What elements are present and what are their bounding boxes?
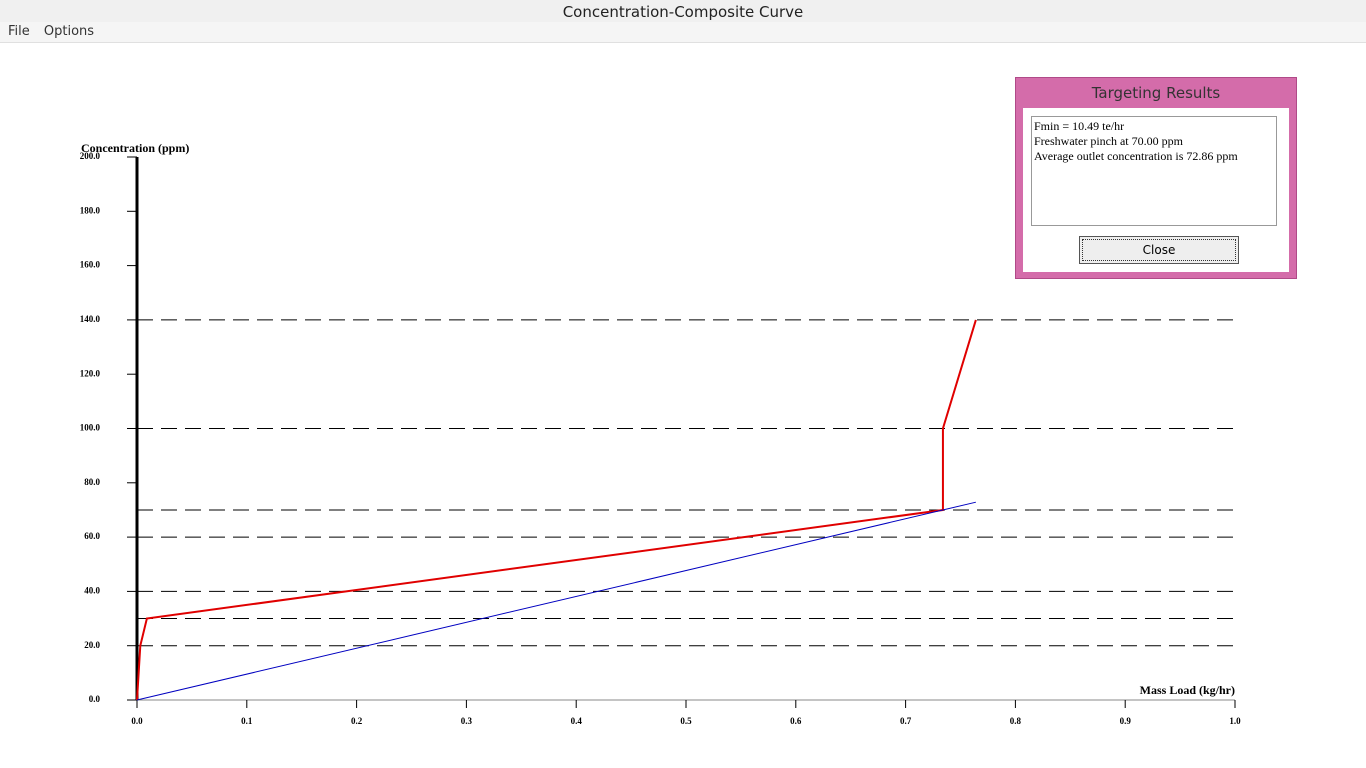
close-button[interactable]: Close [1079,236,1239,264]
x-tick-label: 0.7 [900,716,912,726]
window-title: Concentration-Composite Curve [0,0,1366,22]
y-tick-label: 120.0 [80,368,101,378]
x-tick-label: 0.8 [1010,716,1022,726]
menu-bar: File Options [0,22,1366,43]
y-tick-label: 160.0 [80,260,101,270]
x-tick-label: 1.0 [1229,716,1241,726]
results-text: Fmin = 10.49 te/hr Freshwater pinch at 7… [1031,116,1277,226]
y-tick-label: 200.0 [80,151,101,161]
y-tick-label: 140.0 [80,314,101,324]
dialog-body: Fmin = 10.49 te/hr Freshwater pinch at 7… [1023,108,1289,272]
x-axis-label: Mass Load (kg/hr) [1140,683,1235,697]
y-tick-label: 180.0 [80,205,101,215]
x-tick-label: 0.1 [241,716,253,726]
x-tick-label: 0.0 [131,716,143,726]
x-tick-label: 0.5 [680,716,692,726]
menu-item[interactable]: Options [43,24,95,39]
y-tick-label: 40.0 [84,585,100,595]
x-tick-label: 0.3 [461,716,473,726]
result-line: Average outlet concentration is 72.86 pp… [1034,149,1238,163]
curve [136,501,976,701]
result-line: Freshwater pinch at 70.00 ppm [1034,134,1183,148]
x-tick-label: 0.9 [1120,716,1132,726]
x-tick-label: 0.4 [571,716,583,726]
results-dialog: Targeting Results Fmin = 10.49 te/hr Fre… [1015,77,1297,279]
result-line: Fmin = 10.49 te/hr [1034,119,1125,133]
y-tick-label: 80.0 [84,477,100,487]
menu-item[interactable]: File [8,24,30,39]
x-tick-label: 0.2 [351,716,363,726]
y-axis-label: Concentration (ppm) [81,141,189,155]
dialog-title: Targeting Results [1091,84,1221,102]
curve [136,319,977,701]
y-tick-label: 60.0 [84,531,100,541]
x-tick-label: 0.6 [790,716,802,726]
y-tick-label: 0.0 [89,694,101,704]
y-tick-label: 100.0 [80,423,101,433]
y-tick-label: 20.0 [84,640,100,650]
